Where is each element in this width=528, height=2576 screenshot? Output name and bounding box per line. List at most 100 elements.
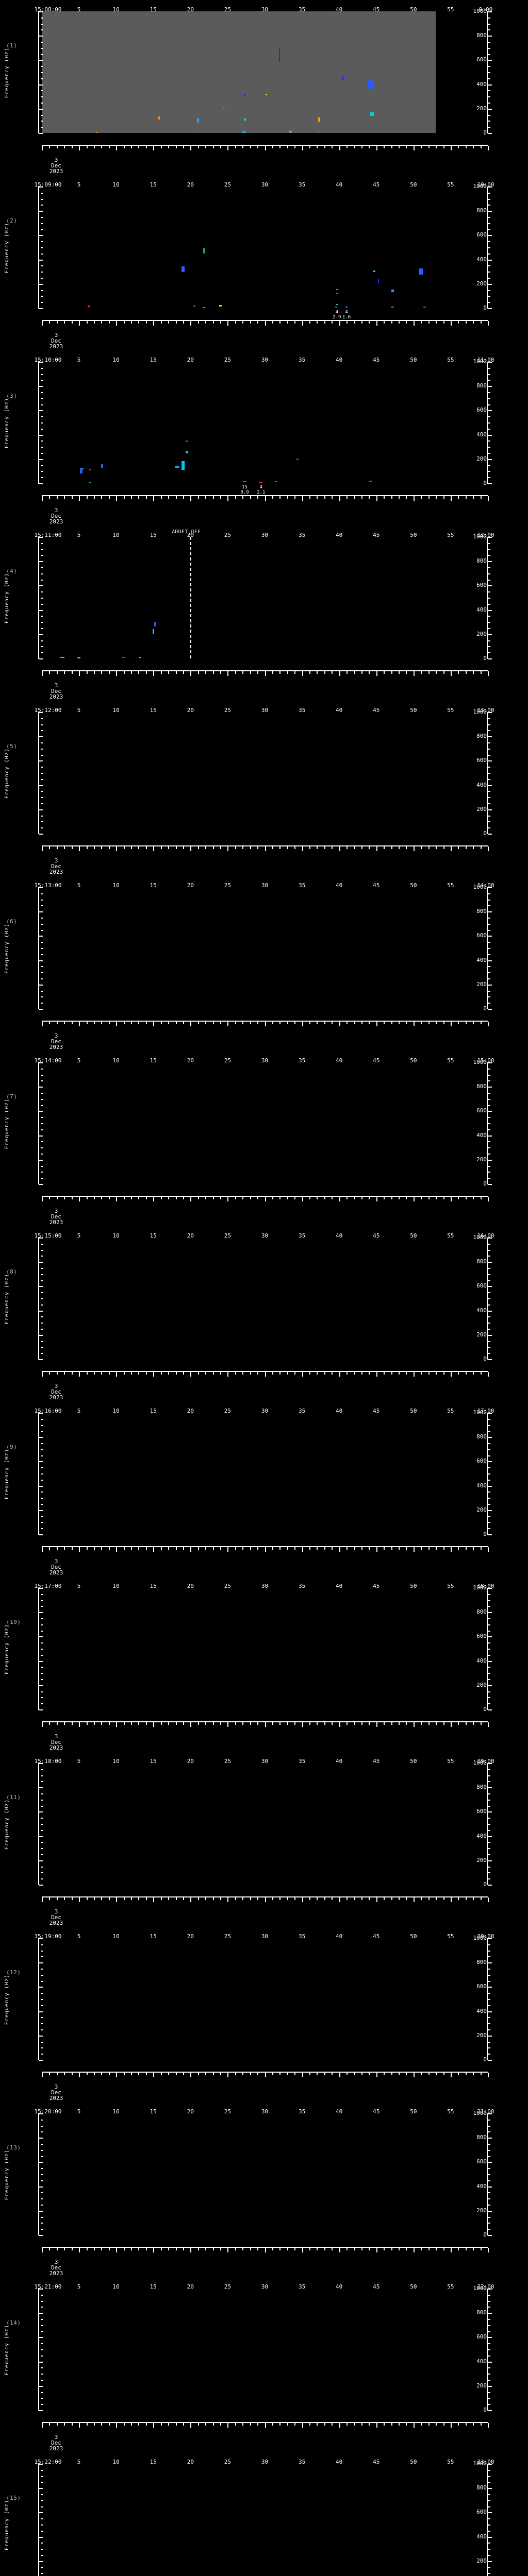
right-axis-tick	[488, 2198, 490, 2200]
x-axis-tick-label: 10	[112, 6, 120, 13]
x-axis-tick	[361, 1372, 362, 1375]
y-axis	[38, 1413, 43, 1535]
x-axis-tick	[123, 1197, 125, 1199]
x-axis-tick-label: 55	[447, 2283, 454, 2290]
x-axis-tick	[138, 671, 140, 674]
detection-marker	[274, 481, 277, 483]
x-axis-tick	[153, 2073, 155, 2077]
y-axis-tick	[41, 942, 43, 943]
x-axis-tick	[384, 1897, 385, 1900]
x-axis-tick	[406, 2423, 407, 2426]
y-axis-tick	[41, 1824, 43, 1825]
x-axis-date-line: 2023	[49, 2445, 63, 2452]
x-axis-tick	[56, 2248, 58, 2250]
x-axis-tick	[71, 1197, 73, 1199]
x-axis-start-label: 15:08:00	[34, 6, 62, 13]
right-axis-tick	[488, 628, 490, 629]
x-axis-tick	[175, 146, 177, 148]
y-axis-tick	[41, 1467, 43, 1469]
x-axis-tick	[287, 1897, 288, 1900]
x-axis-tick	[242, 671, 244, 674]
x-axis-date-line: 2023	[49, 1744, 63, 1751]
x-axis-tick	[93, 846, 95, 849]
x-axis-tick	[190, 2073, 192, 2077]
plot-area	[42, 2289, 436, 2410]
x-axis-tick	[443, 1197, 444, 1199]
right-axis-tick	[488, 1117, 490, 1118]
detection-marker	[370, 112, 374, 116]
x-axis-tick-label: 15	[150, 1758, 157, 1765]
x-axis-tick	[265, 1897, 266, 1902]
x-axis-tick	[443, 146, 444, 148]
x-axis-tick	[272, 1372, 273, 1375]
x-axis-tick-label: 30	[261, 2283, 269, 2290]
right-axis-tick	[488, 2530, 490, 2532]
y-axis-tick	[41, 29, 43, 31]
x-axis-date-line: 3	[54, 857, 58, 864]
y-axis-tick-label: 0	[483, 1355, 487, 1362]
right-axis-tick	[488, 121, 490, 122]
x-axis-tick	[480, 1547, 482, 1550]
y-axis-tick-label: 400	[476, 2533, 487, 2540]
x-axis-tick	[413, 2073, 415, 2077]
right-axis-tick	[488, 434, 492, 436]
right-axis-tick	[488, 2367, 490, 2369]
x-axis-tick	[42, 1197, 43, 1201]
right-axis-tick	[488, 1449, 490, 1450]
y-axis-tick	[41, 367, 43, 369]
x-axis-tick	[250, 146, 251, 148]
y-axis-tick	[41, 2229, 43, 2230]
x-axis-tick-label: 15	[150, 357, 157, 363]
x-axis-tick	[145, 1197, 147, 1199]
x-axis-tick	[257, 2423, 259, 2426]
x-axis-tick	[56, 496, 58, 499]
y-axis-title: Frequency (Hz)	[4, 2500, 10, 2551]
detection-marker	[259, 481, 263, 483]
x-axis-tick	[101, 1547, 103, 1550]
x-axis-tick	[339, 321, 340, 326]
x-axis-tick	[399, 321, 400, 324]
right-axis-tick	[488, 834, 492, 835]
x-axis-tick	[183, 846, 184, 849]
x-axis-tick	[421, 1022, 422, 1024]
right-axis-tick	[488, 2035, 492, 2037]
plot-background	[42, 2464, 436, 2576]
y-axis-tick	[39, 2035, 43, 2037]
y-axis-tick-label: 1000	[473, 1935, 487, 1941]
right-axis-tick	[488, 942, 490, 943]
x-axis-tick	[86, 1372, 88, 1375]
x-axis-tick-label: 25	[224, 532, 232, 538]
x-axis-tick	[212, 1722, 214, 1725]
x-axis-tick	[93, 1197, 95, 1199]
x-axis-tick	[56, 671, 58, 674]
x-axis-tick-label: 50	[410, 2108, 417, 2115]
y-axis-tick	[39, 1262, 43, 1263]
x-axis-tick	[465, 321, 467, 324]
right-axis-tick	[488, 1516, 490, 1517]
x-axis-tick-label: 20	[187, 6, 194, 13]
x-axis-tick	[488, 2423, 489, 2428]
right-axis-tick	[488, 290, 490, 291]
right-axis-tick	[488, 1709, 492, 1710]
y-axis-tick	[39, 1660, 43, 1662]
x-axis-tick	[86, 1722, 88, 1725]
right-axis-tick	[488, 1944, 490, 1945]
x-axis-start-label: 15:21:00	[34, 2283, 62, 2290]
y-axis-tick	[39, 2210, 43, 2212]
right-axis	[487, 1413, 492, 1535]
y-axis-tick	[41, 978, 43, 979]
x-axis-tick	[205, 1372, 207, 1375]
x-axis-tick	[369, 321, 370, 324]
x-axis-tick	[443, 2248, 444, 2250]
x-axis-tick	[190, 1372, 192, 1377]
x-axis-tick	[131, 2248, 132, 2250]
right-axis-tick	[488, 1824, 490, 1825]
x-axis-tick	[138, 1897, 140, 1900]
x-axis-tick	[93, 2423, 95, 2426]
right-axis-tick	[488, 1987, 492, 1988]
panel-index-label: (9)	[6, 1444, 18, 1450]
y-axis-title: Frequency (Hz)	[4, 1624, 10, 1675]
x-axis-tick	[376, 1372, 377, 1377]
y-axis-tick	[39, 760, 43, 762]
x-axis-tick	[190, 671, 192, 676]
